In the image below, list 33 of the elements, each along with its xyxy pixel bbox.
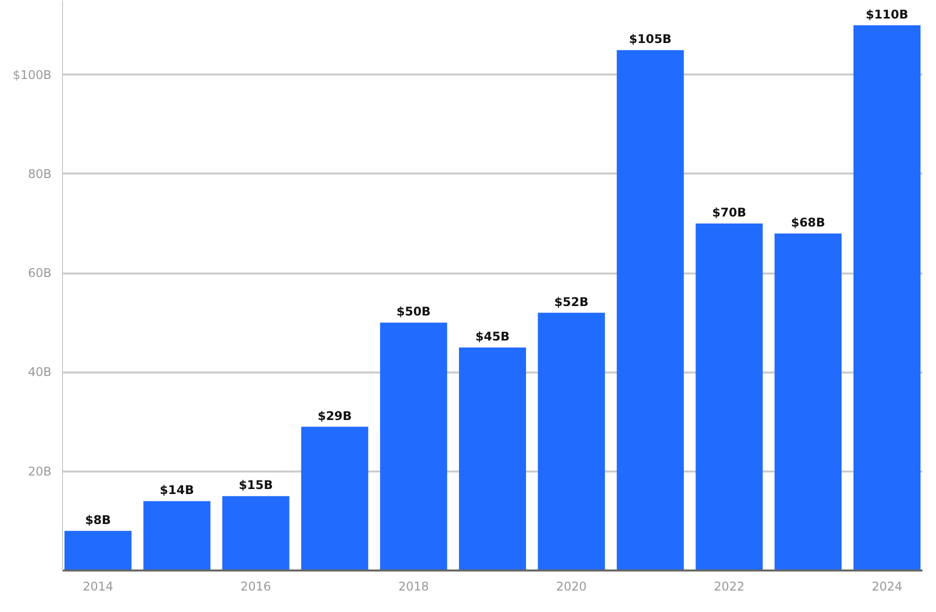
data-label: $50B — [396, 304, 431, 319]
y-tick-label: $100B — [12, 68, 52, 82]
data-label: $45B — [475, 329, 510, 344]
bar — [143, 501, 210, 570]
bar — [538, 312, 605, 570]
bar — [774, 233, 842, 570]
bar — [458, 347, 526, 570]
x-tick-label: 2024 — [872, 580, 902, 594]
y-tick-label: 80B — [28, 166, 52, 181]
x-tick-label: 2016 — [240, 580, 272, 594]
bar — [64, 530, 132, 570]
data-label: $8B — [85, 512, 111, 527]
data-label: $52B — [554, 294, 589, 309]
x-tick-label: 2018 — [398, 580, 429, 594]
data-label: $15B — [238, 478, 273, 492]
y-tick-label: 20B — [28, 464, 52, 478]
bar — [222, 496, 290, 570]
data-label: $110B — [866, 7, 908, 22]
data-label: $105B — [629, 32, 672, 46]
data-label: $29B — [318, 408, 352, 423]
data-label: $70B — [712, 206, 746, 220]
x-tick-label: 2014 — [82, 580, 114, 594]
y-tick-label: 40B — [28, 365, 52, 380]
data-label: $14B — [160, 483, 194, 498]
bar — [696, 224, 763, 570]
bar — [301, 426, 368, 570]
bar — [616, 50, 684, 570]
y-tick-label: 60B — [28, 266, 52, 280]
bar — [380, 322, 448, 570]
data-label: $68B — [791, 215, 826, 230]
x-tick-label: 2022 — [714, 580, 744, 594]
bar — [853, 25, 921, 570]
x-tick-label: 2020 — [556, 580, 587, 594]
